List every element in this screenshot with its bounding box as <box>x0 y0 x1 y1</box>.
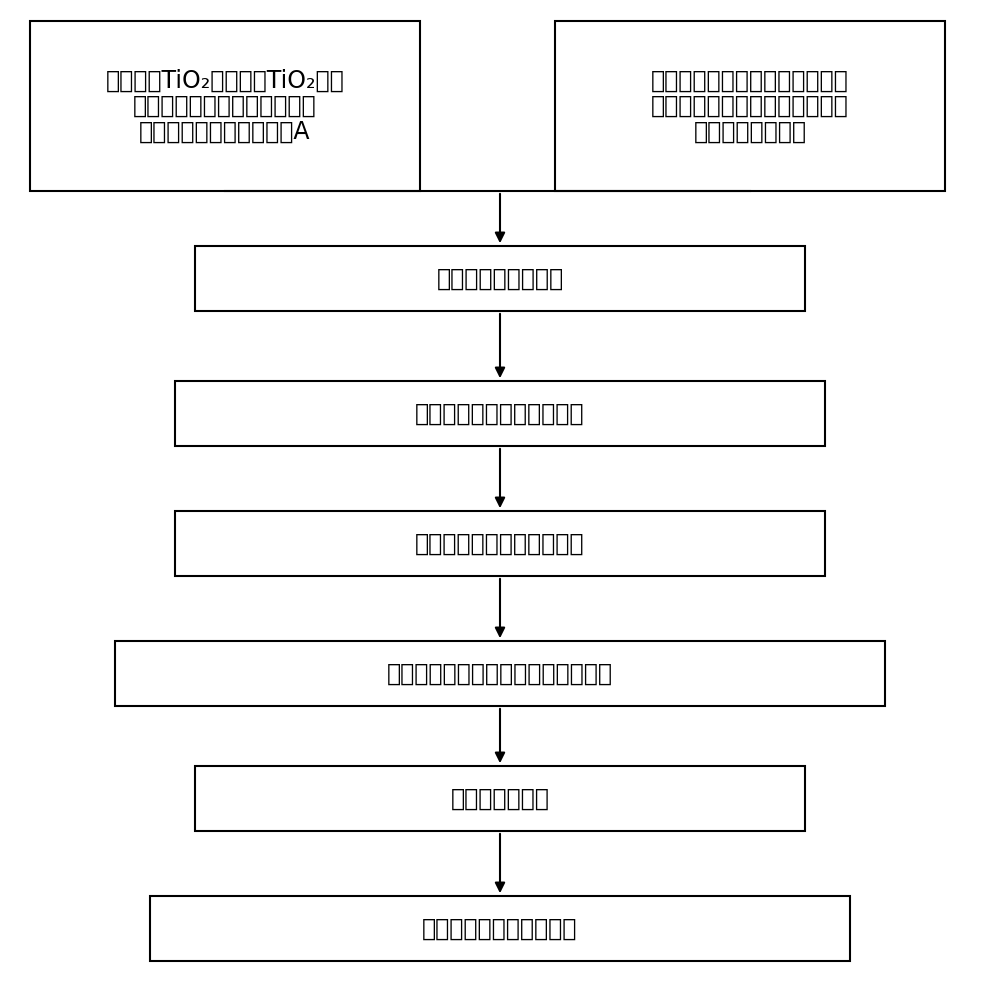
Bar <box>175 511 825 576</box>
Text: 导入混合机均匀混合: 导入混合机均匀混合 <box>436 267 564 290</box>
Bar <box>195 766 805 831</box>
Text: 将纳米级TiO₂及微米级TiO₂，交: 将纳米级TiO₂及微米级TiO₂，交 <box>106 68 344 92</box>
Text: 急速冷却及定型: 急速冷却及定型 <box>451 787 549 811</box>
Bar <box>30 21 420 191</box>
Text: 输入胶布机压延成型热溶聚烯烃胶布: 输入胶布机压延成型热溶聚烯烃胶布 <box>387 662 613 686</box>
Bar <box>115 641 885 706</box>
Bar <box>555 21 945 191</box>
Text: 导入轧轮机充分交联及胶化: 导入轧轮机充分交联及胶化 <box>415 531 585 556</box>
Text: 导入另一台捩合机均匀混炼: 导入另一台捩合机均匀混炼 <box>415 401 585 425</box>
Text: 选取聚烯烃组合物树脂，交联助: 选取聚烯烃组合物树脂，交联助 <box>651 68 849 92</box>
Text: 联剂及抗静电剂在捩合机中均: 联剂及抗静电剂在捩合机中均 <box>133 94 317 118</box>
Text: 制得交联耗候聚烯烃胶布: 制得交联耗候聚烯烃胶布 <box>422 917 578 940</box>
Text: 吸收剂及填充剂等: 吸收剂及填充剂等 <box>694 120 806 144</box>
Bar <box>175 381 825 446</box>
Bar <box>150 896 850 961</box>
Text: 匀混炼，制得综合混合物A: 匀混炼，制得综合混合物A <box>139 120 311 144</box>
Bar <box>195 246 805 311</box>
Text: 剂，润滑剂，抗氧化剂，紫外线: 剂，润滑剂，抗氧化剂，紫外线 <box>651 94 849 118</box>
